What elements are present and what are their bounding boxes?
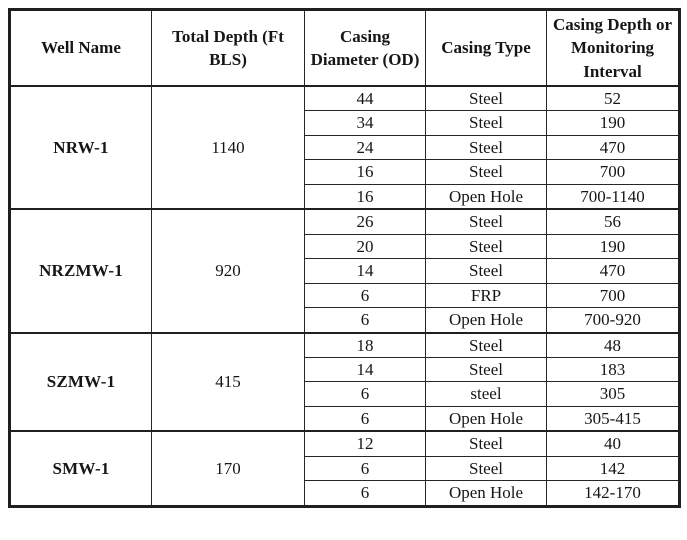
casing-type-cell: FRP (425, 282, 547, 309)
casing-diameter-cell: 14 (304, 356, 426, 383)
casing-type-cell: Open Hole (425, 480, 547, 507)
casing-diameter-cell: 18 (304, 331, 426, 358)
total-depth-cell: 170 (151, 430, 305, 507)
total-depth-cell: 920 (151, 208, 305, 334)
casing-depth-interval-cell: 305 (546, 381, 680, 407)
header-row: Well Name Total Depth (Ft BLS) Casing Di… (9, 9, 680, 87)
casing-depth-interval-cell: 305-415 (546, 405, 680, 432)
casing-diameter-cell: 24 (304, 134, 426, 161)
casing-type-cell: Steel (425, 159, 547, 185)
well-name-cell: NRZMW-1 (9, 208, 152, 334)
header-casing-type: Casing Type (425, 9, 547, 87)
casing-diameter-cell: 6 (304, 455, 426, 482)
table-row: 16 Open Hole 700-1140 (10, 183, 680, 210)
casing-depth-interval-cell: 190 (546, 233, 680, 260)
casing-depth-interval-cell: 48 (546, 331, 680, 358)
header-total-depth: Total Depth (Ft BLS) (151, 9, 305, 87)
casing-depth-interval-cell: 190 (546, 110, 680, 136)
header-casing-depth-interval: Casing Depth or Monitoring Interval (546, 9, 680, 87)
casing-diameter-cell: 12 (304, 430, 426, 457)
casing-depth-interval-cell: 142 (546, 455, 680, 482)
casing-type-cell: Steel (425, 208, 547, 235)
casing-type-cell: Steel (425, 258, 547, 284)
table-row: SMW-1 170 12 Steel 40 (9, 430, 680, 507)
casing-diameter-cell: 16 (304, 159, 426, 185)
casing-depth-interval-cell: 142-170 (546, 480, 680, 507)
well-name-cell: SMW-1 (9, 430, 152, 507)
casing-type-cell: Steel (425, 430, 547, 457)
casing-depth-interval-cell: 40 (546, 430, 680, 457)
casing-depth-interval-cell: 470 (546, 258, 680, 284)
table-row: 16 Steel 700 (10, 159, 680, 185)
table-row: 6 Open Hole 142-170 (10, 480, 680, 507)
casing-type-cell: Steel (425, 134, 547, 161)
well-name-cell: NRW-1 (9, 85, 152, 210)
table-row: 6 Open Hole 700-920 (10, 307, 680, 334)
casing-diameter-cell: 20 (304, 233, 426, 260)
casing-type-cell: steel (425, 381, 547, 407)
table-row: 6 FRP 700 (10, 282, 680, 309)
casing-diameter-cell: 6 (304, 480, 426, 507)
table-row: 34 Steel 190 (10, 110, 680, 136)
table-row: 24 Steel 470 (10, 134, 680, 161)
casing-type-cell: Steel (425, 331, 547, 358)
casing-diameter-cell: 44 (304, 85, 426, 112)
table-row: 14 Steel 183 (10, 356, 680, 383)
header-well-name: Well Name (9, 9, 152, 87)
casing-depth-interval-cell: 56 (546, 208, 680, 235)
casing-depth-interval-cell: 183 (546, 356, 680, 383)
casing-depth-interval-cell: 700 (546, 159, 680, 185)
table-row: 6 steel 305 (10, 381, 680, 407)
well-casing-table: Well Name Total Depth (Ft BLS) Casing Di… (8, 8, 681, 508)
casing-diameter-cell: 6 (304, 282, 426, 309)
well-name-cell: SZMW-1 (9, 331, 152, 432)
casing-depth-interval-cell: 700-1140 (546, 183, 680, 210)
casing-depth-interval-cell: 700 (546, 282, 680, 309)
total-depth-cell: 415 (151, 331, 305, 432)
casing-type-cell: Open Hole (425, 405, 547, 432)
casing-type-cell: Steel (425, 110, 547, 136)
table-row: NRZMW-1 920 26 Steel 56 (9, 208, 680, 334)
casing-type-cell: Steel (425, 233, 547, 260)
table-row: 6 Steel 142 (10, 455, 680, 482)
casing-diameter-cell: 14 (304, 258, 426, 284)
casing-diameter-cell: 34 (304, 110, 426, 136)
casing-diameter-cell: 6 (304, 381, 426, 407)
casing-diameter-cell: 26 (304, 208, 426, 235)
casing-depth-interval-cell: 700-920 (546, 307, 680, 334)
casing-diameter-cell: 6 (304, 307, 426, 334)
casing-depth-interval-cell: 52 (546, 85, 680, 112)
casing-diameter-cell: 16 (304, 183, 426, 210)
table-row: SZMW-1 415 18 Steel 48 (9, 331, 680, 432)
header-casing-diameter: Casing Diameter (OD) (304, 9, 426, 87)
casing-type-cell: Steel (425, 455, 547, 482)
table-row: NRW-1 1140 44 Steel 52 (9, 85, 680, 210)
table-row: 20 Steel 190 (10, 233, 680, 260)
casing-type-cell: Steel (425, 356, 547, 383)
table-row: 14 Steel 470 (10, 258, 680, 284)
casing-type-cell: Steel (425, 85, 547, 112)
total-depth-cell: 1140 (151, 85, 305, 210)
casing-type-cell: Open Hole (425, 307, 547, 334)
casing-depth-interval-cell: 470 (546, 134, 680, 161)
casing-type-cell: Open Hole (425, 183, 547, 210)
casing-diameter-cell: 6 (304, 405, 426, 432)
